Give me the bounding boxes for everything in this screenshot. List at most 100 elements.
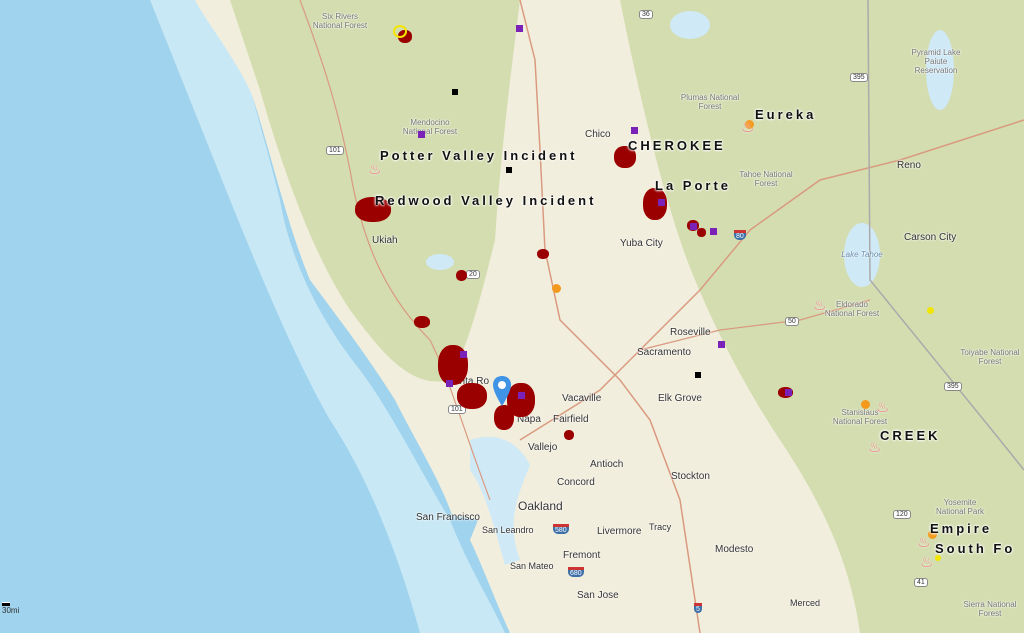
square-marker-icon[interactable] — [516, 25, 523, 32]
city-label: Fairfield — [553, 414, 589, 425]
lake-label: Lake Tahoe — [841, 250, 883, 259]
interstate-shield: 80 — [734, 230, 746, 240]
city-label: Vacaville — [562, 393, 602, 404]
scale-bar: 30mi — [2, 602, 19, 615]
fire-perimeter[interactable] — [537, 249, 549, 259]
area-label: Tahoe National Forest — [739, 170, 793, 188]
incident-label[interactable]: Redwood Valley Incident — [375, 193, 597, 208]
fire-icon[interactable]: ♨ — [876, 399, 890, 416]
square-marker-icon[interactable] — [710, 228, 717, 235]
city-label: Sacramento — [637, 347, 691, 358]
fire-perimeter-new[interactable] — [393, 25, 407, 38]
city-label: Modesto — [715, 544, 754, 555]
fire-perimeter[interactable] — [414, 316, 430, 328]
area-label: Sierra National Forest — [963, 600, 1017, 618]
incident-label[interactable]: CREEK — [880, 428, 941, 443]
route-shield: 120 — [893, 510, 911, 519]
area-label: Mendocino National Forest — [402, 118, 458, 136]
fire-point[interactable] — [745, 120, 754, 129]
city-label: Carson City — [904, 232, 957, 243]
city-label: Fremont — [563, 550, 601, 561]
fire-point[interactable] — [552, 284, 561, 293]
fire-perimeter[interactable] — [614, 146, 636, 168]
incident-label[interactable]: Eureka — [755, 107, 817, 122]
square-marker-icon[interactable] — [658, 199, 665, 206]
coast-range — [230, 0, 520, 382]
square-marker-icon[interactable] — [460, 351, 467, 358]
route-shield: 101 — [326, 146, 344, 155]
area-label: Plumas National Forest — [680, 93, 740, 111]
fire-perimeter[interactable] — [355, 197, 391, 222]
city-label: anta Ro — [454, 376, 490, 387]
route-shield: 50 — [785, 317, 799, 326]
fire-icon[interactable]: ♨ — [917, 534, 931, 551]
square-marker-icon[interactable] — [631, 127, 638, 134]
clear-lake — [426, 254, 454, 270]
us-50 — [639, 299, 871, 351]
pyramid-lake — [926, 30, 954, 110]
city-label: Antioch — [590, 459, 624, 470]
city-label: Tracy — [649, 522, 672, 532]
fire-point[interactable] — [935, 555, 941, 561]
city-label: Merced — [790, 598, 821, 608]
city-label: Chico — [585, 129, 611, 140]
fire-point[interactable] — [861, 400, 870, 409]
scale-line — [2, 602, 10, 606]
black-square-marker-icon[interactable] — [452, 89, 458, 95]
fire-perimeter[interactable] — [457, 383, 487, 409]
fire-perimeter[interactable] — [494, 405, 514, 430]
area-label: Pyramid Lake Paiute Reservation — [911, 48, 961, 75]
fire-icon[interactable]: ♨ — [368, 161, 382, 178]
fire-perimeter[interactable] — [697, 228, 706, 237]
city-label: San Francisco — [416, 512, 480, 523]
square-marker-icon[interactable] — [718, 341, 725, 348]
black-square-marker-icon[interactable] — [695, 372, 701, 378]
map-marker-icon[interactable] — [492, 375, 512, 407]
incident-label[interactable]: Potter Valley Incident — [380, 148, 578, 163]
lake-almanor — [670, 11, 710, 39]
incident-label[interactable]: Empire — [930, 521, 993, 536]
fire-point[interactable] — [927, 307, 934, 314]
fire-perimeter[interactable] — [456, 270, 467, 281]
route-shield: 101 — [448, 405, 466, 414]
interstate-5 — [519, 0, 701, 633]
area-label: Six Rivers National Forest — [312, 12, 368, 30]
city-label: Livermore — [597, 526, 642, 537]
interstate-shield: 5 — [694, 603, 702, 613]
fire-point[interactable] — [928, 530, 937, 539]
square-marker-icon[interactable] — [785, 389, 792, 396]
interstate-shield: 680 — [568, 567, 584, 577]
city-label: San Mateo — [510, 561, 554, 571]
interstate-shield: 580 — [553, 524, 569, 534]
fire-perimeter[interactable] — [564, 430, 574, 440]
square-marker-icon[interactable] — [518, 392, 525, 399]
fire-icon[interactable]: ♨ — [868, 439, 882, 456]
square-marker-icon[interactable] — [446, 380, 453, 387]
city-label: Yuba City — [620, 238, 663, 249]
area-label: Yosemite National Park — [935, 498, 985, 516]
area-label: Stanislaus National Forest — [832, 408, 888, 426]
scale-label: 30mi — [2, 606, 20, 615]
fire-icon[interactable]: ♨ — [920, 554, 934, 571]
route-shield: 20 — [466, 270, 480, 279]
square-marker-icon[interactable] — [418, 131, 425, 138]
route-shield: 41 — [914, 578, 928, 587]
fire-icon[interactable]: ♨ — [741, 119, 755, 136]
sf-bay — [470, 436, 530, 565]
square-marker-icon[interactable] — [690, 223, 697, 230]
shallow-water — [150, 0, 505, 633]
incident-label[interactable]: South Fo — [935, 541, 1016, 556]
black-square-marker-icon[interactable] — [506, 167, 512, 173]
sierra-nevada — [620, 0, 1024, 633]
incident-label[interactable]: CHEROKEE — [628, 138, 726, 153]
area-label: Eldorado National Forest — [824, 300, 880, 318]
fire-icon[interactable]: ♨ — [813, 297, 827, 314]
incident-label[interactable]: La Porte — [655, 178, 732, 193]
city-label: Reno — [897, 160, 921, 171]
city-label: Vallejo — [528, 442, 558, 453]
city-label: San Leandro — [482, 525, 534, 535]
route-shield: 395 — [850, 73, 868, 82]
city-label: Roseville — [670, 327, 711, 338]
city-label: Concord — [557, 477, 595, 488]
